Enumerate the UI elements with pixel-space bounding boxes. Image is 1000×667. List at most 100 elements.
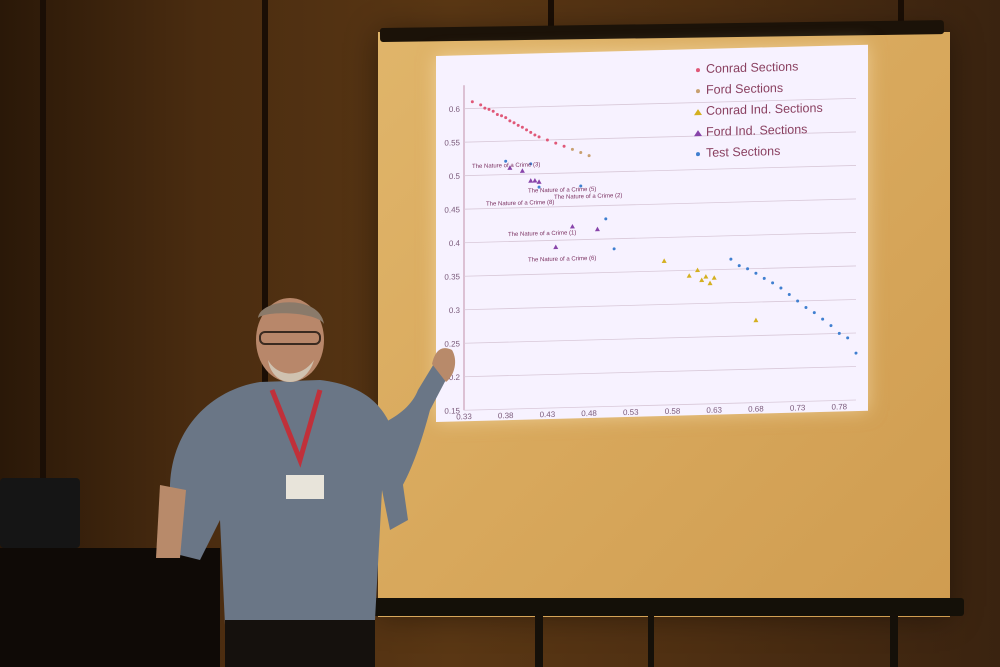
gridline	[464, 265, 856, 277]
y-tick-label: 0.3	[449, 306, 461, 315]
data-point	[804, 305, 808, 309]
x-tick-label: 0.78	[832, 402, 848, 411]
scatter-chart: 0.6 0.55 0.5 0.45 0.4 0.35 0.3 0.25 0.2 0.150.33 0…	[444, 60, 858, 421]
data-point	[729, 257, 733, 261]
point-annotation: The Nature of a Crime (2)	[554, 193, 622, 201]
data-point	[525, 128, 529, 132]
point-annotation: The Nature of a Crime (3)	[472, 162, 540, 170]
x-tick-label: 0.38	[498, 411, 514, 420]
x-tick-label: 0.73	[790, 403, 806, 412]
legend-label: Ford Sections	[706, 81, 783, 97]
data-point	[487, 107, 491, 111]
legend-label: Conrad Sections	[706, 60, 798, 76]
legend-marker-icon	[696, 152, 700, 157]
data-point	[491, 109, 495, 113]
data-point	[553, 244, 559, 250]
legend-marker-icon	[694, 130, 702, 137]
data-point	[779, 286, 783, 290]
data-point	[562, 144, 566, 148]
gridline	[464, 332, 856, 344]
data-point	[495, 112, 499, 117]
data-point	[695, 267, 701, 273]
data-point	[500, 114, 504, 118]
data-point	[661, 258, 667, 263]
data-point	[579, 184, 583, 188]
data-point	[520, 125, 524, 129]
point-annotation: The Nature of a Crime (1)	[508, 230, 576, 238]
data-point	[554, 141, 558, 145]
data-point	[821, 317, 825, 321]
y-tick-label: 0.45	[444, 205, 460, 214]
wall-panel-seam	[40, 0, 46, 600]
x-tick-label: 0.58	[665, 407, 681, 416]
legend-marker-icon	[696, 89, 700, 94]
data-point	[529, 162, 533, 166]
data-point	[846, 336, 850, 340]
gridline	[464, 98, 856, 110]
data-point	[507, 165, 513, 170]
data-point	[604, 217, 608, 221]
y-tick-label: 0.5	[449, 172, 461, 181]
y-tick-label: 0.6	[449, 105, 461, 114]
data-point	[699, 277, 705, 283]
gridline	[464, 165, 856, 177]
data-point	[479, 103, 483, 107]
data-point	[519, 168, 525, 173]
data-point	[545, 138, 549, 142]
data-point	[504, 159, 508, 163]
y-tick-label: 0.2	[449, 373, 461, 382]
data-point	[854, 351, 858, 355]
wall-panel-seam	[262, 0, 268, 600]
data-point	[536, 179, 542, 184]
x-tick-label: 0.43	[540, 410, 556, 419]
projector	[0, 478, 80, 548]
point-annotation: The Nature of a Crime (8)	[486, 200, 554, 208]
data-point	[771, 281, 775, 285]
gridline	[464, 366, 856, 378]
screen-bottom-bar	[368, 598, 964, 616]
data-point	[483, 106, 487, 110]
data-point	[504, 116, 508, 120]
data-point	[508, 119, 512, 123]
data-point	[707, 280, 713, 286]
x-tick-label: 0.48	[581, 409, 597, 418]
legend-marker-icon	[694, 109, 702, 116]
data-point	[612, 247, 616, 251]
y-tick-label: 0.15	[444, 406, 460, 415]
data-point	[796, 299, 800, 303]
data-point	[532, 178, 538, 183]
data-point	[533, 133, 537, 137]
data-point	[812, 311, 816, 315]
x-tick-label: 0.33	[456, 412, 472, 421]
y-tick-label: 0.4	[449, 239, 461, 248]
data-point	[787, 293, 791, 297]
x-tick-label: 0.53	[623, 408, 639, 417]
data-point	[703, 274, 709, 279]
data-point	[529, 130, 533, 134]
data-point	[587, 154, 591, 158]
data-point	[753, 317, 759, 323]
legend-label: Conrad Ind. Sections	[706, 101, 823, 118]
data-point	[579, 151, 583, 155]
projected-slide: 0.6 0.55 0.5 0.45 0.4 0.35 0.3 0.25 0.2 0.15 0.33 0…	[436, 44, 868, 422]
legend-label: Test Sections	[706, 144, 780, 160]
y-tick-label: 0.25	[444, 339, 460, 348]
data-point	[570, 147, 574, 151]
gridline	[464, 232, 856, 244]
data-point	[686, 273, 692, 278]
data-point	[746, 267, 750, 271]
data-point	[470, 100, 474, 104]
data-point	[569, 223, 575, 229]
screen-stand-leg	[648, 614, 654, 667]
data-point	[512, 121, 516, 125]
gridline	[464, 299, 856, 311]
data-point	[754, 271, 758, 275]
data-point	[829, 324, 833, 328]
data-point	[737, 264, 741, 268]
data-point	[762, 276, 766, 280]
gridline	[464, 399, 856, 411]
gridline	[464, 198, 856, 210]
point-annotation: The Nature of a Crime (6)	[528, 256, 596, 264]
legend-marker-icon	[696, 68, 700, 73]
